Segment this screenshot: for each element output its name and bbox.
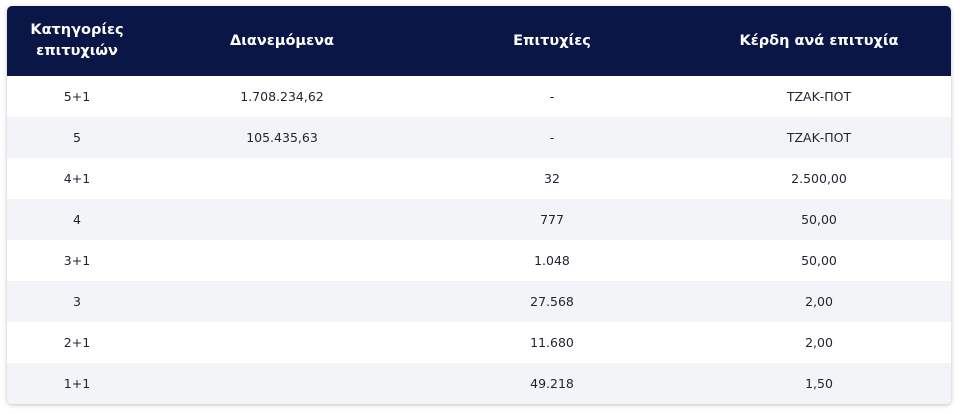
cell-prize: 50,00 xyxy=(801,212,837,227)
header-winners: Επιτυχίες xyxy=(513,32,591,49)
cell-winners: 49.218 xyxy=(530,376,574,391)
cell-distributed: 105.435,63 xyxy=(246,130,318,145)
cell-distributed: 1.708.234,62 xyxy=(240,89,324,104)
table-row: 4+1 32 2.500,00 xyxy=(7,158,951,199)
table-body: 5+1 1.708.234,62 - ΤΖΑΚ-ΠΟΤ 5 105.435,63… xyxy=(7,76,951,404)
header-categories: Κατηγορίες επιτυχιών xyxy=(30,22,124,59)
cell-winners: 32 xyxy=(544,171,560,186)
table-row: 4 777 50,00 xyxy=(7,199,951,240)
cell-category: 4 xyxy=(73,212,81,227)
cell-winners: 1.048 xyxy=(534,253,570,268)
table-row: 2+1 11.680 2,00 xyxy=(7,322,951,363)
header-prize-per-winner: Κέρδη ανά επιτυχία xyxy=(739,32,899,49)
header-distributed: Διανεμόμενα xyxy=(230,32,334,49)
cell-prize: 50,00 xyxy=(801,253,837,268)
cell-distributed xyxy=(147,199,417,240)
cell-winners: 27.568 xyxy=(530,294,574,309)
cell-prize: 2,00 xyxy=(805,335,833,350)
cell-prize: ΤΖΑΚ-ΠΟΤ xyxy=(786,89,852,104)
header-row: Κατηγορίες επιτυχιών Διανεμόμενα Επιτυχί… xyxy=(7,6,951,76)
cell-category: 2+1 xyxy=(63,335,91,350)
cell-category: 4+1 xyxy=(63,171,91,186)
cell-winners: 777 xyxy=(540,212,564,227)
cell-winners: - xyxy=(549,89,555,104)
cell-category: 3+1 xyxy=(63,253,91,268)
table-row: 5 105.435,63 - ΤΖΑΚ-ΠΟΤ xyxy=(7,117,951,158)
table-row: 3 27.568 2,00 xyxy=(7,281,951,322)
cell-prize: 2.500,00 xyxy=(791,171,847,186)
cell-category: 5 xyxy=(73,130,81,145)
winning-categories-table: Κατηγορίες επιτυχιών Διανεμόμενα Επιτυχί… xyxy=(7,6,951,404)
cell-category: 3 xyxy=(73,294,81,309)
cell-prize: 2,00 xyxy=(805,294,833,309)
cell-prize: ΤΖΑΚ-ΠΟΤ xyxy=(786,130,852,145)
table-row: 1+1 49.218 1,50 xyxy=(7,363,951,404)
cell-distributed xyxy=(147,281,417,322)
table-row: 3+1 1.048 50,00 xyxy=(7,240,951,281)
cell-distributed xyxy=(147,158,417,199)
cell-distributed xyxy=(147,240,417,281)
cell-distributed xyxy=(147,322,417,363)
cell-category: 5+1 xyxy=(63,89,91,104)
table-header: Κατηγορίες επιτυχιών Διανεμόμενα Επιτυχί… xyxy=(7,6,951,76)
results-table-container: Κατηγορίες επιτυχιών Διανεμόμενα Επιτυχί… xyxy=(7,6,951,404)
cell-prize: 1,50 xyxy=(805,376,833,391)
cell-winners: - xyxy=(549,130,555,145)
cell-winners: 11.680 xyxy=(530,335,574,350)
cell-category: 1+1 xyxy=(63,376,91,391)
table-row: 5+1 1.708.234,62 - ΤΖΑΚ-ΠΟΤ xyxy=(7,76,951,117)
cell-distributed xyxy=(147,363,417,404)
